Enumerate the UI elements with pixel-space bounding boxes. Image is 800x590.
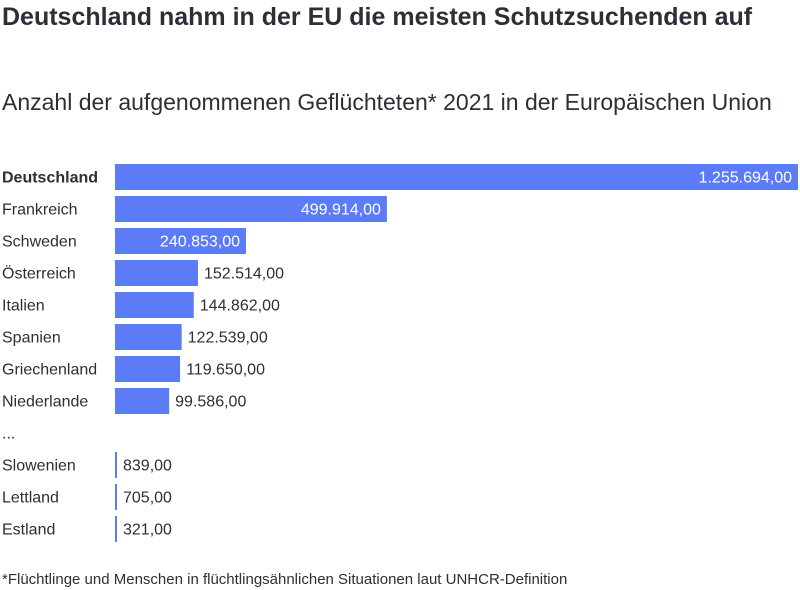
category-label-frankreich: Frankreich xyxy=(2,202,78,219)
chart-subtitle: Anzahl der aufgenommenen Geflüchteten* 2… xyxy=(2,89,772,115)
value-label-deutschland: 1.255.694,00 xyxy=(699,170,793,187)
category-label-österreich: Österreich xyxy=(2,265,76,283)
category-label-lettland: Lettland xyxy=(2,490,59,507)
value-label-italien: 144.862,00 xyxy=(200,298,280,315)
value-label-schweden: 240.853,00 xyxy=(160,234,240,251)
bar-deutschland xyxy=(115,164,798,190)
bar-slowenien xyxy=(115,452,117,478)
value-label-griechenland: 119.650,00 xyxy=(186,362,265,379)
category-label-ellipsis: ... xyxy=(2,426,15,443)
category-label-deutschland: Deutschland xyxy=(2,170,98,187)
bar-österreich xyxy=(115,260,198,286)
bar-chart: Deutschland 1.255.694,00 Frankreich 499.914… xyxy=(2,164,798,542)
value-label-niederlande: 99.586,00 xyxy=(175,394,246,411)
value-label-spanien: 122.539,00 xyxy=(188,330,268,347)
bar-griechenland xyxy=(115,356,181,382)
value-label-slowenien: 839,00 xyxy=(123,458,172,475)
bar-estland xyxy=(115,516,117,542)
value-label-lettland: 705,00 xyxy=(123,490,172,507)
bar-niederlande xyxy=(115,388,170,414)
value-label-frankreich: 499.914,00 xyxy=(301,202,381,219)
value-label-österreich: 152.514,00 xyxy=(204,266,284,283)
chart-title: Deutschland nahm in der EU die meisten S… xyxy=(2,3,753,31)
category-label-italien: Italien xyxy=(2,298,45,315)
bar-schweden xyxy=(115,228,247,254)
bar-spanien xyxy=(115,324,182,350)
category-label-schweden: Schweden xyxy=(2,234,77,251)
category-label-spanien: Spanien xyxy=(2,330,61,347)
category-label-niederlande: Niederlande xyxy=(2,394,88,411)
value-label-estland: 321,00 xyxy=(123,522,172,539)
category-label-estland: Estland xyxy=(2,522,55,539)
bar-lettland xyxy=(115,484,117,510)
bar-italien xyxy=(115,292,194,318)
footnote: *Flüchtlinge und Menschen in flüchtlings… xyxy=(2,571,568,588)
category-label-slowenien: Slowenien xyxy=(2,458,76,475)
bar-frankreich xyxy=(115,196,387,222)
category-label-griechenland: Griechenland xyxy=(2,362,97,379)
